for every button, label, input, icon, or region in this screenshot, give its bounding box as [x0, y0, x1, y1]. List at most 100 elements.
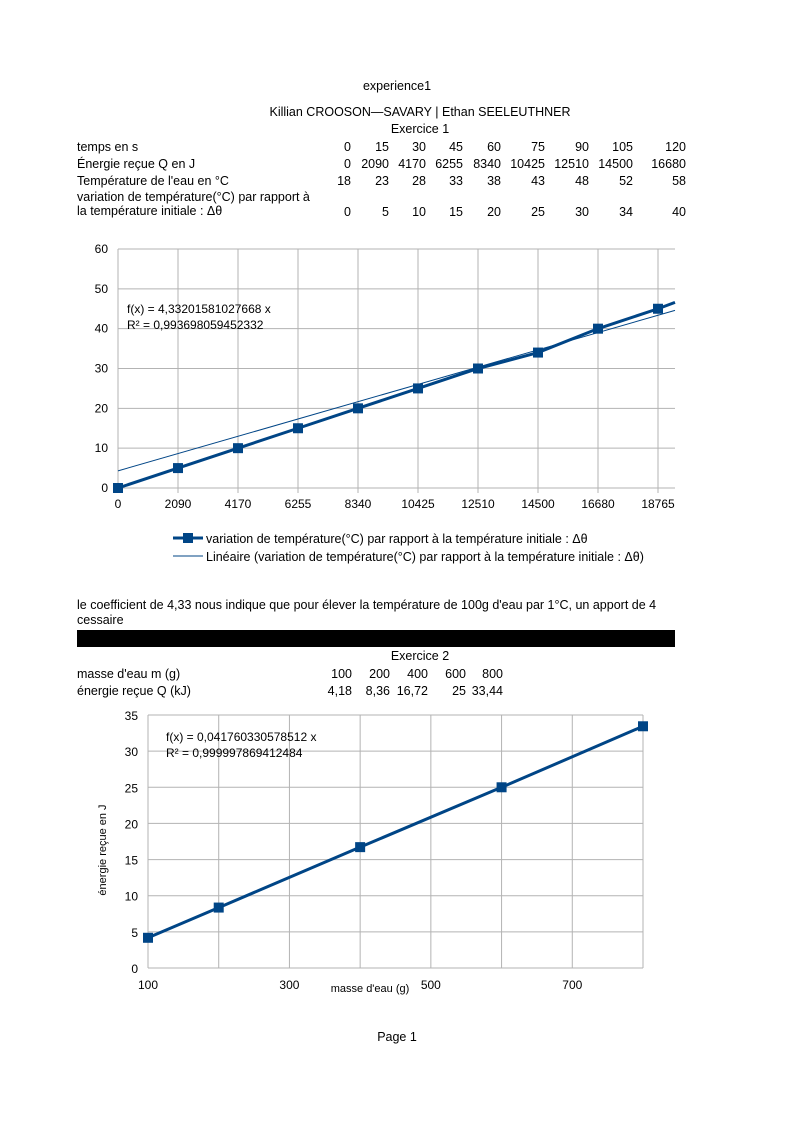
table1-cell: 8340	[473, 156, 501, 171]
x-tick-label: 6255	[285, 497, 312, 511]
table2-cell: 33,44	[471, 683, 503, 698]
y-tick-label: 20	[125, 817, 139, 831]
y-tick-label: 40	[95, 322, 109, 336]
table1-cell: 28	[412, 173, 426, 188]
y-tick-label: 35	[125, 709, 139, 723]
data-point	[355, 842, 366, 853]
table1-row: variation de température(°C) par rapport…	[77, 189, 686, 219]
table1-cell: 75	[531, 139, 545, 154]
table2-cell: 25	[452, 683, 466, 698]
data-point	[233, 443, 243, 454]
table1-cell: 33	[449, 173, 463, 188]
table1-cell: 23	[375, 173, 389, 188]
y-tick-label: 10	[95, 441, 109, 455]
table1-cell: 15	[375, 139, 389, 154]
page-footer: Page 1	[377, 1030, 417, 1044]
table1-cell: 60	[487, 139, 501, 154]
table1-row-label: variation de température(°C) par rapport…	[77, 189, 311, 219]
x-tick-label: 2090	[165, 497, 192, 511]
trend-equation: f(x) = 0,041760330578512 x	[166, 730, 316, 744]
comment-line-2: cessaire	[77, 613, 124, 627]
data-point	[593, 323, 603, 334]
table2-cell: 800	[482, 666, 503, 681]
legend-series-label: variation de température(°C) par rapport…	[206, 532, 588, 546]
table1-cell: 90	[575, 139, 589, 154]
x-tick-label: 12510	[461, 497, 495, 511]
data-point	[293, 423, 303, 434]
table2-row: masse d'eau m (g) 100 200 400 600 800	[77, 665, 503, 682]
y-tick-label: 25	[125, 781, 139, 795]
y-tick-label: 0	[101, 481, 108, 495]
table1-row: Énergie reçue Q en J 0 2090 4170 6255 8340 104…	[77, 155, 686, 172]
data-point	[413, 383, 423, 394]
trendline	[117, 309, 676, 472]
table1-cell: 25	[531, 205, 545, 219]
data-point	[213, 902, 224, 913]
data-point	[353, 403, 363, 414]
y-tick-label: 20	[95, 401, 109, 415]
trend-equation: f(x) = 4,33201581027668 x	[127, 302, 271, 316]
table1-cell: 34	[619, 205, 633, 219]
table1-cell: 48	[575, 173, 589, 188]
table1-cell: 0	[344, 156, 351, 171]
y-tick-label: 15	[125, 854, 139, 868]
data-point	[173, 463, 183, 474]
x-tick-label: 10425	[401, 497, 435, 511]
y-tick-label: 30	[95, 362, 109, 376]
table2-cell: 8,36	[365, 683, 390, 698]
table1-row-label: Énergie reçue Q en J	[77, 156, 196, 171]
x-tick-label: 500	[421, 978, 441, 992]
table1-cell: 52	[619, 173, 633, 188]
page-title: experience1	[362, 79, 432, 93]
table1-cell: 18	[337, 173, 351, 188]
table2-cell: 100	[331, 666, 352, 681]
table2-cell: 200	[369, 666, 390, 681]
table1-cell: 30	[575, 205, 589, 219]
table1-cell: 58	[672, 173, 686, 188]
x-tick-label: 18765	[641, 497, 675, 511]
table1-row-label: temps en s	[77, 139, 139, 154]
x-tick-label: 4170	[225, 497, 252, 511]
black-separator-bar	[77, 630, 675, 647]
table1-cell: 10425	[510, 156, 545, 171]
y-tick-label: 30	[125, 745, 139, 759]
x-tick-label: 700	[562, 978, 582, 992]
y-axis-title: énergie reçue en J	[97, 804, 109, 895]
table1-cell: 14500	[598, 156, 633, 171]
table1-cell: 0	[344, 205, 351, 219]
table1-cell: 40	[672, 205, 686, 219]
table1-cell: 20	[487, 205, 501, 219]
table1-cell: 5	[382, 205, 389, 219]
y-tick-label: 0	[131, 962, 138, 976]
authors: Killian CROOSON—SAVARY | Ethan SEELEUTHN…	[269, 105, 571, 119]
table2-row-label: énergie reçue Q (kJ)	[77, 683, 191, 698]
legend-series-marker	[183, 533, 193, 543]
table1-row-label: Température de l'eau en °C	[77, 173, 229, 188]
table1-cell: 30	[412, 139, 426, 154]
table1-cell: 0	[344, 139, 351, 154]
data-point	[496, 782, 507, 793]
table1-cell: 120	[665, 139, 686, 154]
data-point	[113, 483, 123, 493]
y-tick-label: 5	[131, 926, 138, 940]
x-tick-label: 0	[115, 497, 122, 511]
data-point	[533, 347, 543, 358]
x-tick-label: 100	[138, 978, 158, 992]
table2-cell: 400	[407, 666, 428, 681]
x-tick-label: 8340	[345, 497, 372, 511]
data-point	[143, 932, 153, 943]
x-axis-title: masse d'eau (g)	[331, 983, 410, 995]
table1-cell: 4170	[398, 156, 426, 171]
data-table-2: masse d'eau m (g) 100 200 400 600 800 énergie …	[77, 665, 503, 699]
y-tick-label: 50	[95, 282, 109, 296]
table2-cell: 16,72	[396, 683, 428, 698]
table2-row-label: masse d'eau m (g)	[77, 666, 181, 681]
table1-cell: 38	[487, 173, 501, 188]
table1-cell: 10	[412, 205, 426, 219]
table1-row: temps en s 0 15 30 45 60 75 90 105 120	[77, 138, 686, 155]
y-tick-label: 60	[95, 242, 109, 256]
exercise-2-title: Exercice 2	[390, 649, 450, 663]
table1-cell: 2090	[361, 156, 389, 171]
table1-cell: 15	[449, 205, 463, 219]
